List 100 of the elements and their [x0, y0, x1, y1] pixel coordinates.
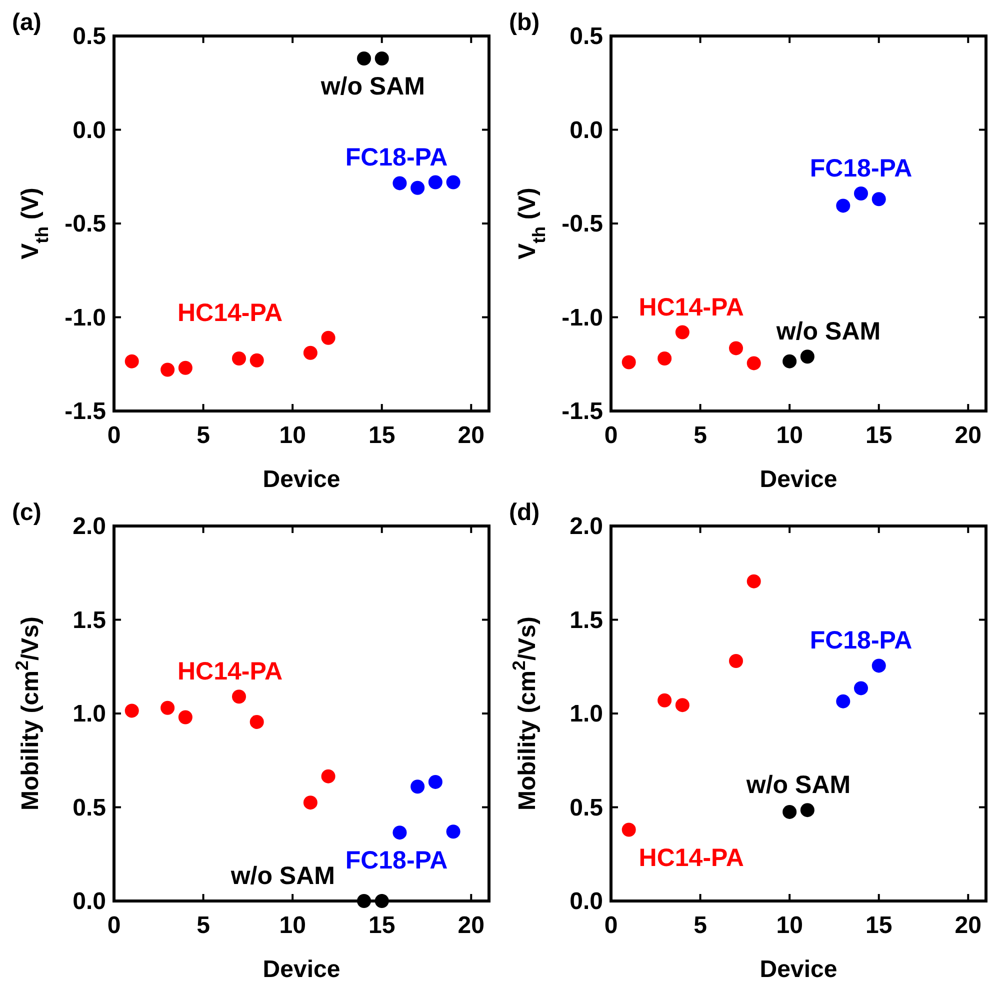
- x-tick-label: 10: [279, 912, 306, 939]
- point: [854, 681, 868, 696]
- x-tick-label: 5: [196, 912, 210, 939]
- point: [746, 574, 761, 588]
- point: [729, 654, 743, 668]
- point: [392, 176, 407, 190]
- y-tick-label: -1.5: [64, 398, 106, 425]
- point: [321, 769, 336, 784]
- y-tick-label: 1.5: [570, 606, 603, 634]
- x-tick-label: 0: [107, 422, 121, 449]
- point: [622, 355, 636, 370]
- series-label: HC14-PA: [638, 293, 744, 322]
- point: [836, 694, 850, 708]
- chart-title: (a): [12, 9, 42, 36]
- point: [658, 693, 672, 708]
- point: [410, 180, 425, 195]
- y-tick-label: 0.0: [570, 116, 603, 144]
- point: [782, 804, 797, 819]
- point: [746, 356, 761, 370]
- point: [392, 826, 407, 840]
- y-tick-label: -1.0: [64, 304, 106, 332]
- point: [178, 360, 192, 375]
- x-tick-label: 0: [604, 912, 618, 939]
- y-tick-label: -0.5: [562, 210, 603, 238]
- point: [321, 330, 336, 345]
- x-tick-label: 15: [866, 422, 892, 449]
- x-axis-title: Device: [262, 956, 340, 983]
- point: [675, 325, 690, 340]
- y-tick-label: -1.5: [562, 398, 603, 425]
- y-tick-label: 0.5: [72, 23, 106, 50]
- point: [872, 658, 886, 673]
- x-axis-title: Device: [760, 956, 838, 983]
- point: [872, 192, 886, 206]
- point: [854, 186, 868, 200]
- x-tick-label: 20: [458, 422, 484, 449]
- x-tick-label: 10: [776, 422, 803, 449]
- x-tick-label: 5: [694, 912, 707, 939]
- x-tick-label: 10: [776, 912, 803, 939]
- y-tick-label: 2.0: [72, 513, 106, 540]
- point: [303, 346, 318, 360]
- chart-title: (c): [12, 499, 42, 526]
- series-label: FC18-PA: [810, 154, 912, 182]
- series-label: FC18-PA: [345, 143, 448, 172]
- y-tick-label: 1.0: [72, 700, 106, 728]
- y-tick-label: 0.0: [72, 888, 106, 915]
- point: [446, 824, 460, 839]
- point: [410, 780, 425, 794]
- point: [800, 350, 814, 364]
- y-tick-label: 0.5: [72, 794, 106, 822]
- chart-title: (d): [509, 499, 540, 526]
- point: [178, 710, 192, 724]
- y-tick-label: 1.5: [72, 606, 106, 634]
- x-tick-label: 5: [694, 422, 707, 449]
- point: [232, 690, 246, 704]
- x-tick-label: 15: [368, 912, 396, 939]
- y-tick-label: 0.5: [570, 794, 603, 822]
- x-tick-label: 10: [279, 422, 306, 449]
- point: [374, 52, 389, 66]
- point: [303, 796, 318, 810]
- x-tick-label: 20: [954, 422, 982, 449]
- point: [357, 52, 371, 66]
- point: [782, 354, 797, 368]
- series-label: HC14-PA: [178, 298, 283, 327]
- x-tick-label: 0: [604, 422, 618, 449]
- legend-label: w/o SAM: [320, 72, 426, 100]
- series-label: w/o SAM: [775, 318, 881, 346]
- y-tick-label: 0.5: [570, 23, 603, 50]
- x-tick-label: 15: [368, 422, 396, 449]
- series-label: HC14-PA: [638, 844, 744, 872]
- point: [428, 175, 442, 190]
- point: [124, 354, 139, 368]
- x-tick-label: 20: [458, 912, 484, 939]
- point: [446, 175, 460, 190]
- point: [250, 353, 264, 368]
- series-label: FC18-PA: [810, 626, 912, 655]
- x-tick-label: 15: [866, 912, 892, 939]
- chart-title: (b): [509, 9, 540, 36]
- point: [160, 362, 175, 377]
- y-tick-label: 0.0: [72, 116, 106, 144]
- point: [658, 352, 672, 366]
- x-tick-label: 5: [196, 422, 210, 449]
- y-tick-label: -1.0: [562, 304, 603, 332]
- x-axis-title: Device: [262, 466, 340, 493]
- point: [836, 198, 850, 213]
- y-tick-label: 0.0: [570, 888, 603, 915]
- point: [250, 714, 264, 729]
- y-tick-label: 2.0: [570, 513, 603, 540]
- x-axis-title: Device: [760, 466, 838, 493]
- point: [675, 698, 690, 712]
- point: [124, 704, 139, 718]
- series-label: FC18-PA: [345, 846, 448, 875]
- point: [622, 822, 636, 837]
- y-tick-label: 1.0: [570, 700, 603, 728]
- point: [232, 352, 246, 366]
- point: [160, 700, 175, 715]
- point: [729, 341, 743, 356]
- y-tick-label: -0.5: [64, 210, 106, 238]
- point: [428, 774, 442, 789]
- series-label: w/o SAM: [745, 771, 851, 800]
- x-tick-label: 0: [107, 912, 121, 939]
